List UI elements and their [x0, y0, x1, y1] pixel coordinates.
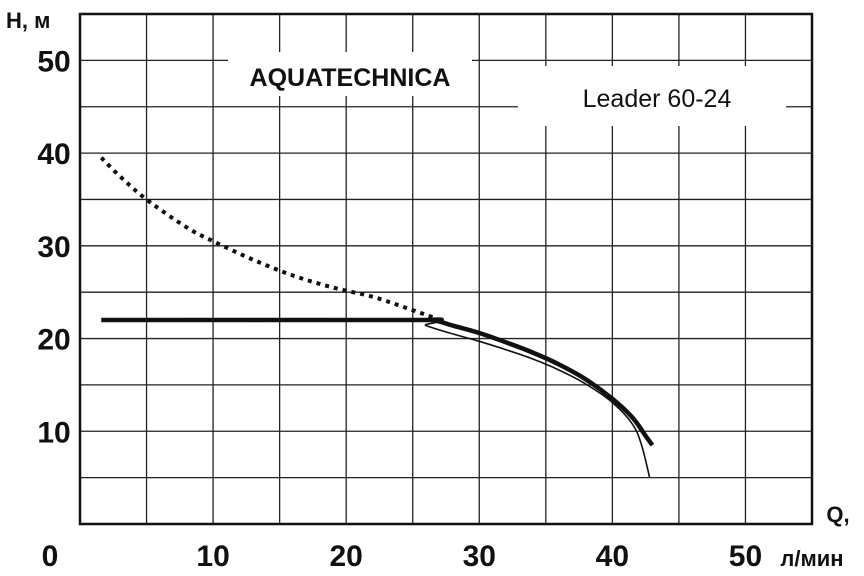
y-tick-label: 20	[37, 324, 70, 357]
x-tick-label: 40	[596, 540, 629, 573]
model-label-background	[518, 66, 786, 126]
y-tick-label: 50	[37, 45, 70, 78]
x-tick-label: 20	[329, 540, 362, 573]
series-line-dotted	[99, 156, 434, 320]
x-tick-label: 30	[463, 540, 496, 573]
y-tick-label: 10	[37, 416, 70, 449]
brand-label: AQUATECHNICA	[250, 64, 451, 92]
x-tick-label: 0	[42, 540, 59, 573]
model-label: Leader 60-24	[583, 85, 732, 113]
brand-label-background	[228, 52, 472, 96]
chart-grid	[80, 14, 812, 524]
y-axis-label: H, м	[6, 8, 50, 33]
x-axis-unit: л/мин	[780, 546, 843, 571]
y-tick-label: 30	[37, 231, 70, 264]
brand-label-group: AQUATECHNICA	[228, 52, 472, 96]
chart-axes	[78, 12, 814, 526]
y-tick-label: 40	[37, 138, 70, 171]
plot-frame	[78, 12, 814, 526]
x-tick-label: 10	[196, 540, 229, 573]
x-axis-label: Q,	[826, 502, 849, 527]
x-tick-label: 50	[729, 540, 762, 573]
series-line-thin	[101, 318, 651, 478]
chart-series	[99, 156, 655, 478]
tick-labels: 0 10 20 30 40 50 10 20 30 40 50	[37, 45, 762, 573]
model-label-group: Leader 60-24	[518, 66, 786, 126]
